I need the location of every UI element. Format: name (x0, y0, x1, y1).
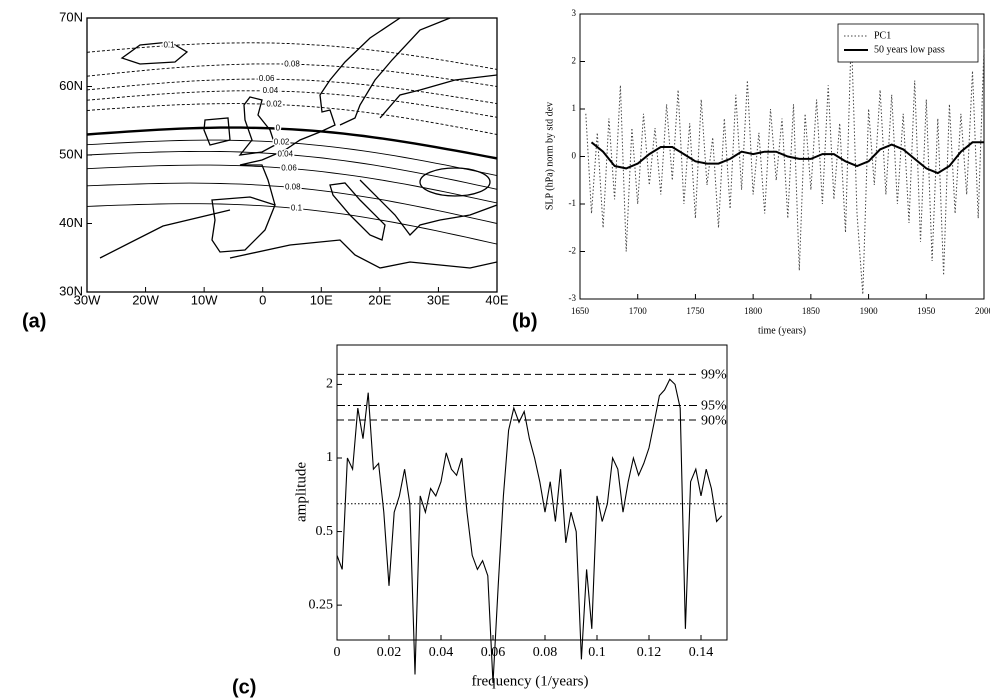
y-tick-label: 0.25 (309, 597, 334, 612)
x-tick-label: 1850 (802, 306, 821, 316)
balkans (359, 179, 497, 236)
x-tick-label: 40E (485, 292, 508, 307)
contour-line (87, 90, 497, 118)
reference-label: 95% (701, 399, 727, 414)
contour-label: 0.08 (285, 183, 301, 192)
contour-line (87, 182, 497, 224)
baltic-coast (339, 18, 451, 126)
x-tick-label: 30W (74, 292, 101, 307)
y-tick-label: 70N (59, 9, 83, 24)
x-tick-label: 0.12 (637, 645, 662, 660)
x-tick-label: 1800 (744, 306, 763, 316)
x-tick-label: 0.14 (689, 645, 714, 660)
x-tick-label: 0 (334, 645, 341, 660)
panel-label: (a) (22, 310, 46, 332)
y-tick-label: 2 (326, 377, 333, 392)
x-tick-label: 1950 (917, 306, 936, 316)
x-tick-label: 10E (310, 292, 333, 307)
plot-frame (336, 344, 728, 641)
contour-line (87, 150, 497, 190)
contour-label: 0.06 (259, 74, 275, 83)
y-tick-label: 30N (59, 283, 83, 298)
projection-edge (99, 209, 231, 259)
contours: 0.1 0.08 0.06 0.04 0.02 0 0.02 0.04 0.06 0.08 0.1 (87, 39, 497, 245)
contour-line (87, 103, 497, 135)
contour-label: 0.06 (281, 164, 297, 173)
reference-label: 90% (701, 413, 727, 428)
y-tick-label: -3 (569, 293, 577, 303)
great-britain (238, 96, 276, 156)
contour-label: 0 (276, 124, 281, 133)
y-tick-label: 2 (572, 56, 577, 66)
y-tick-label: 1 (572, 103, 577, 113)
contour-line (87, 164, 497, 204)
legend-label: 50 years low pass (874, 44, 945, 55)
y-tick-label: 40N (59, 215, 83, 230)
contour-line (87, 126, 497, 160)
italy (329, 182, 386, 241)
x-axis-title: frequency (1/years) (471, 673, 588, 689)
x-tick-label: 1900 (860, 306, 879, 316)
contour-line (87, 78, 497, 105)
contour-line (87, 63, 497, 87)
x-tick-label: 20W (132, 292, 159, 307)
x-tick-label: 1750 (686, 306, 705, 316)
contour-label: 0.02 (274, 137, 290, 146)
iberia (211, 196, 276, 253)
reference-label: 99% (701, 368, 727, 383)
contour-label: 0.04 (278, 150, 294, 159)
iceland (120, 41, 189, 65)
y-tick-label: 50N (59, 146, 83, 161)
coastlines (99, 18, 497, 269)
x-tick-label: 0.04 (429, 645, 454, 660)
panel-label: (b) (512, 310, 538, 332)
contour-label: 0.1 (163, 41, 175, 50)
y-tick-label: 0 (572, 151, 577, 161)
contour-line (87, 203, 497, 245)
y-tick-label: 1 (326, 450, 333, 465)
y-tick-label: -1 (569, 198, 577, 208)
contour-line (87, 139, 497, 177)
legend-box (837, 23, 979, 63)
x-tick-label: 0.08 (533, 645, 558, 660)
x-tick-label: 0.1 (588, 645, 606, 660)
series-line (336, 378, 723, 684)
contour-line (87, 42, 497, 70)
series-line (590, 141, 984, 175)
y-tick-label: 0.5 (316, 524, 334, 539)
x-tick-label: 0.02 (377, 645, 402, 660)
x-tick-label: 0.06 (481, 645, 506, 660)
x-tick-label: 10W (191, 292, 218, 307)
y-tick-label: 60N (59, 78, 83, 93)
gulf-coast (379, 74, 497, 119)
africa-coast (229, 239, 497, 269)
contour-label: 0.04 (263, 86, 279, 95)
x-tick-label: 0 (259, 292, 266, 307)
y-tick-label: -2 (569, 246, 577, 256)
continent-coast (239, 18, 401, 206)
legend-label: PC1 (874, 30, 891, 41)
x-axis-title: time (years) (758, 325, 806, 336)
y-axis-title: amplitude (293, 462, 309, 522)
y-axis-title: SLP (hPa) norm by std dev (544, 102, 555, 210)
x-tick-label: 2000 (975, 306, 990, 316)
panel-label: (c) (232, 676, 256, 698)
y-tick-label: 3 (572, 8, 577, 18)
black-sea (419, 167, 491, 197)
contour-label: 0.02 (266, 100, 282, 109)
x-tick-label: 1700 (629, 306, 648, 316)
x-tick-label: 20E (368, 292, 391, 307)
x-tick-label: 30E (427, 292, 450, 307)
x-tick-label: 1650 (571, 306, 590, 316)
contour-label: 0.08 (284, 59, 300, 68)
contour-label: 0.1 (291, 204, 303, 213)
series-line (585, 32, 985, 295)
